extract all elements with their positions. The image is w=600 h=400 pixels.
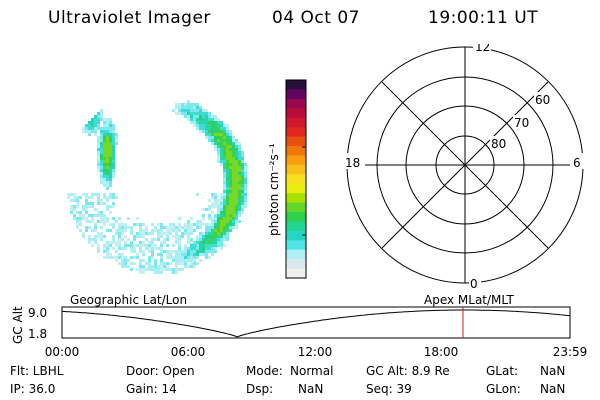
colorbar-band: [286, 183, 306, 194]
colorbar-band: [286, 249, 306, 260]
colorbar-band: [286, 174, 306, 185]
mlat-label-70: 70: [514, 116, 529, 130]
y-tick-9: 9.0: [28, 306, 47, 320]
y-tick-1.8: 1.8: [28, 327, 47, 341]
mlt-label-6: 6: [573, 156, 581, 170]
colorbar-band: [286, 108, 306, 119]
colorbar-band: [286, 136, 306, 147]
x-tick-2359: 23:59: [553, 345, 588, 359]
ip-info: IP: 36.0: [10, 382, 56, 396]
sequence-info: Seq: 39: [366, 382, 412, 396]
altitude-curve: [61, 309, 571, 338]
apex-mlat-mlt-title: Apex MLat/MLT: [424, 293, 514, 307]
colorbar-band: [286, 155, 306, 166]
colorbar-band: [286, 98, 306, 109]
door-info: Door: Open: [126, 364, 195, 378]
colorbar-band: [286, 202, 306, 213]
mode-value: Normal: [290, 364, 334, 378]
x-tick-1200: 12:00: [298, 345, 333, 359]
gc-alt-info: GC Alt: 8.9 Re: [366, 364, 450, 378]
colorbar-band: [286, 240, 306, 251]
mode-label: Mode:: [246, 364, 283, 378]
glat-label: GLat:: [486, 364, 519, 378]
colorbar: 100 10 photon cm⁻²s⁻¹: [267, 79, 307, 279]
colorbar-scale: [286, 80, 306, 279]
gain-info: Gain: 14: [126, 382, 177, 396]
glat-value: NaN: [540, 364, 566, 378]
colorbar-unit-label: photon cm⁻²s⁻¹: [267, 143, 281, 236]
x-tick-0600: 06:00: [171, 345, 206, 359]
dsp-value: NaN: [298, 382, 324, 396]
colorbar-band: [286, 80, 306, 91]
filter-info: Flt: LBHL: [10, 364, 64, 378]
observation-date: 04 Oct 07: [272, 8, 360, 28]
auroral-image: [67, 100, 248, 274]
colorbar-band: [286, 221, 306, 232]
colorbar-band: [286, 259, 306, 270]
colorbar-band: [286, 230, 306, 241]
timeline-frame: [61, 306, 571, 339]
colorbar-band: [286, 127, 306, 138]
geographic-latlon-title: Geographic Lat/Lon: [70, 293, 187, 307]
polar-diagonal-2: [381, 81, 549, 249]
colorbar-band: [286, 117, 306, 128]
colorbar-frame: [285, 79, 307, 279]
mlt-label-0: 0: [470, 277, 478, 289]
mlat-label-60: 60: [535, 93, 550, 107]
observation-time: 19:00:11 UT: [428, 8, 539, 28]
colorbar-band: [286, 146, 306, 157]
colorbar-band: [286, 164, 306, 175]
orbit-timeline: Geographic Lat/Lon Apex MLat/MLT GC Alt …: [11, 293, 588, 359]
gc-alt-axis-label: GC Alt: [11, 306, 25, 344]
colorbar-band: [286, 193, 306, 204]
glon-value: NaN: [540, 382, 566, 396]
colorbar-band: [286, 268, 306, 279]
glon-label: GLon:: [486, 382, 521, 396]
colorbar-band: [286, 212, 306, 223]
x-tick-1800: 18:00: [424, 345, 459, 359]
x-tick-0000: 00:00: [45, 345, 80, 359]
colorbar-band: [286, 89, 306, 100]
mlt-label-18: 18: [345, 156, 360, 170]
mlat-label-80: 80: [491, 137, 506, 151]
instrument-title: Ultraviolet Imager: [48, 8, 211, 28]
dsp-label: Dsp:: [246, 382, 274, 396]
mlt-label-12: 12: [475, 44, 490, 54]
mlat-mlt-polar-grid: 12 18 6 0 60 70 80: [343, 44, 584, 289]
